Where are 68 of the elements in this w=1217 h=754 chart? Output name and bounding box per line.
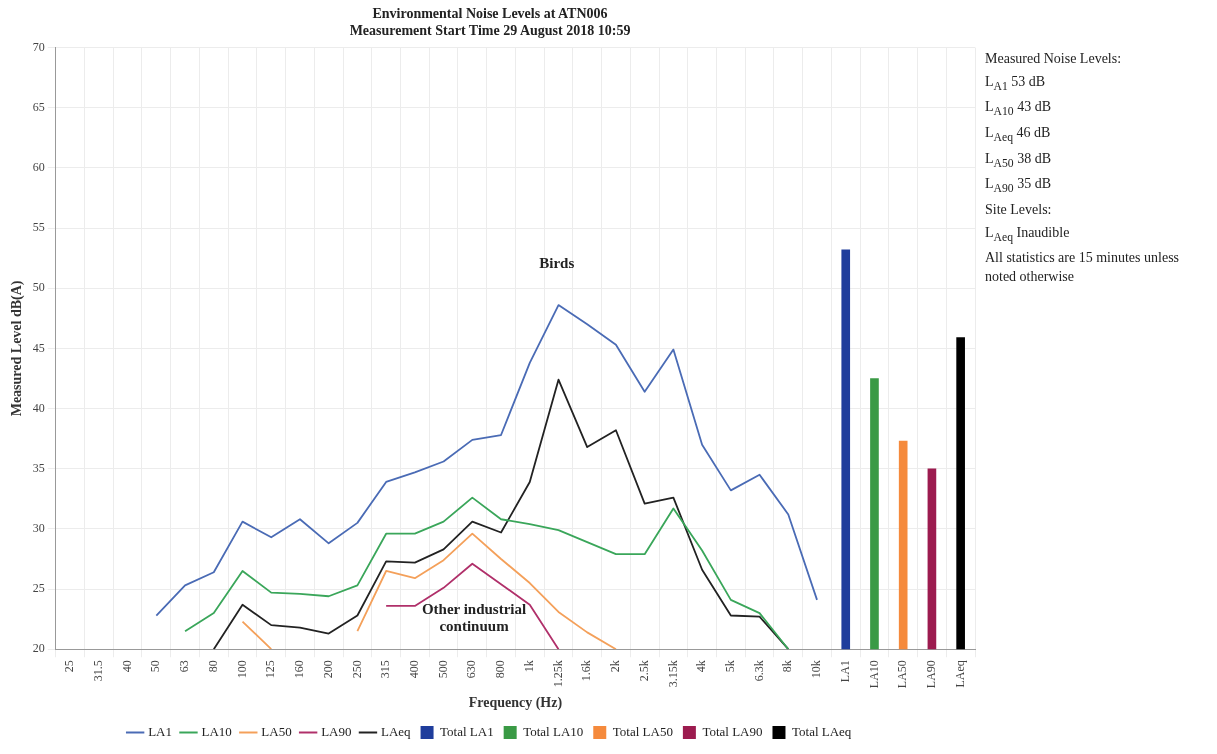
legend-label: LA90 <box>321 723 352 739</box>
x-tick-label: 200 <box>320 660 335 679</box>
text: Site Levels: <box>985 200 1053 219</box>
x-tick-label: 80 <box>205 660 220 673</box>
y-tick-label: 65 <box>32 99 45 114</box>
x-tick-label: 800 <box>493 660 508 679</box>
x-tick-label: 10k <box>809 660 824 679</box>
y-tick-label: 45 <box>32 340 45 355</box>
x-tick-label: 315 <box>378 660 393 679</box>
x-tick-label: LA1 <box>837 660 852 683</box>
x-tick-label: LAeq <box>952 660 967 688</box>
legend-label: LA50 <box>261 723 292 739</box>
annotation: Other industrial continuum <box>421 601 527 635</box>
legend-label: Total LA90 <box>702 723 763 739</box>
legend-label: LAeq <box>380 723 412 739</box>
legend-label: Total LA1 <box>440 723 494 739</box>
text: L$_{Aeq}$ Inaudible <box>985 223 1071 246</box>
text: Measured Noise Levels: <box>985 50 1123 68</box>
y-tick-label: 25 <box>32 581 45 596</box>
legend-label: LA1 <box>148 723 172 739</box>
text: L$_{A90}$ 35 dB <box>985 175 1052 197</box>
text: L$_{A1}$ 53 dB <box>985 72 1047 95</box>
x-axis-title: Frequency (Hz) <box>468 695 563 712</box>
x-tick-label: 400 <box>407 660 422 679</box>
x-tick-label: LA90 <box>924 660 939 689</box>
y-axis-title: Measured Level dB(A) <box>9 280 26 417</box>
text: L$_{A10}$ 43 dB <box>985 98 1052 120</box>
x-tick-label: 4k <box>694 660 709 673</box>
x-tick-label: 1.6k <box>579 660 594 682</box>
x-tick-label: 25 <box>62 660 77 673</box>
x-tick-label: 2.5k <box>636 660 651 682</box>
x-tick-label: LA10 <box>866 660 881 689</box>
chart-subtitle: Measurement Start Time 29 August 2018 10:59 <box>349 22 631 38</box>
x-tick-label: 100 <box>234 660 249 679</box>
x-tick-label: 1k <box>521 660 536 673</box>
x-tick-label: 630 <box>464 660 479 679</box>
x-tick-label: 500 <box>435 660 450 679</box>
y-tick-label: 20 <box>32 641 45 656</box>
legend-label: Total LA10 <box>523 723 584 739</box>
text: All statistics are 15 minutes unless noted otherwise <box>985 249 1181 286</box>
x-tick-label: 6.3k <box>751 660 766 682</box>
x-tick-label: 8k <box>780 660 795 673</box>
x-tick-label: 125 <box>263 660 278 679</box>
text: L$_{A50}$ 38 dB <box>985 149 1052 172</box>
x-tick-label: 160 <box>292 660 307 679</box>
x-tick-label: 31.5 <box>91 660 106 682</box>
y-tick-label: 70 <box>32 39 45 54</box>
x-tick-label: 1.25k <box>550 660 565 688</box>
y-tick-label: 55 <box>32 220 45 235</box>
chart-title: Environmental Noise Levels at ATN006 <box>372 6 608 22</box>
legend-label: Total LAeq <box>791 723 852 739</box>
legend-label: Total LA50 <box>612 723 673 739</box>
x-tick-label: 250 <box>349 660 364 679</box>
y-tick-label: 35 <box>32 460 45 475</box>
x-tick-label: 40 <box>119 660 134 673</box>
y-tick-label: 30 <box>32 521 45 536</box>
y-tick-label: 40 <box>32 400 45 415</box>
text: L$_{Aeq}$ 46 dB <box>985 124 1052 146</box>
x-tick-label: 3.15k <box>665 660 680 688</box>
x-tick-label: 63 <box>177 660 192 673</box>
x-tick-label: 50 <box>148 660 163 673</box>
y-tick-label: 50 <box>32 280 45 295</box>
x-tick-label: LA50 <box>895 660 910 689</box>
x-tick-label: 5k <box>722 660 737 673</box>
y-tick-label: 60 <box>32 160 45 175</box>
x-tick-label: 2k <box>608 660 623 673</box>
legend-label: LA10 <box>201 723 232 739</box>
annotation: Birds <box>539 255 575 272</box>
